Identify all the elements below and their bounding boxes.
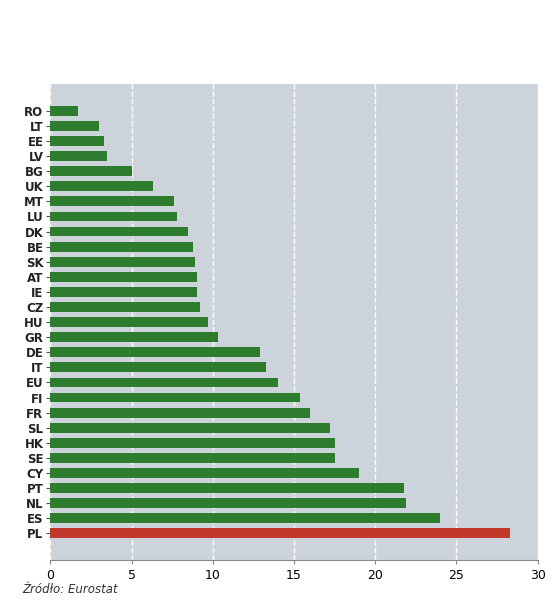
Bar (50, 514, 440, 523)
Bar (50, 242, 193, 252)
Bar (50, 362, 267, 372)
Bar (50, 136, 104, 146)
Bar (50, 393, 301, 402)
Bar (50, 423, 330, 433)
Bar (50, 468, 359, 478)
Bar (50, 257, 195, 267)
Bar (50, 438, 335, 448)
Bar (50, 211, 177, 222)
Bar (50, 529, 510, 538)
Bar (50, 302, 200, 312)
Bar (50, 196, 174, 206)
Bar (50, 106, 78, 116)
Bar (50, 377, 278, 387)
Bar (50, 317, 208, 327)
Text: Udział pracowników zatrudnionych na czas określony
w krajach UE w 2014 r.: Udział pracowników zatrudnionych na czas… (22, 9, 544, 51)
Bar (50, 287, 197, 297)
Bar (50, 151, 108, 161)
Bar (50, 347, 260, 357)
Bar (50, 483, 404, 493)
Bar (50, 226, 188, 237)
Bar (50, 498, 406, 508)
Bar (50, 332, 218, 342)
Bar (50, 272, 197, 282)
Bar (50, 453, 335, 463)
Bar (50, 166, 132, 176)
Text: Źródło: Eurostat: Źródło: Eurostat (22, 583, 118, 596)
Bar (50, 181, 153, 191)
Bar (50, 408, 310, 418)
Bar (50, 121, 99, 131)
